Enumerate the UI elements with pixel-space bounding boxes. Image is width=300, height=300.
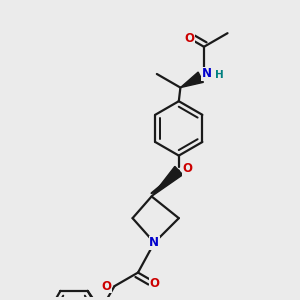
Text: O: O bbox=[183, 163, 193, 176]
Text: N: N bbox=[202, 68, 212, 80]
Text: O: O bbox=[101, 280, 111, 293]
Text: N: N bbox=[149, 236, 159, 249]
Polygon shape bbox=[180, 72, 203, 88]
Text: O: O bbox=[183, 163, 193, 176]
Text: H: H bbox=[215, 70, 224, 80]
Text: O: O bbox=[150, 278, 160, 290]
Text: O: O bbox=[185, 32, 195, 45]
Polygon shape bbox=[152, 167, 183, 197]
